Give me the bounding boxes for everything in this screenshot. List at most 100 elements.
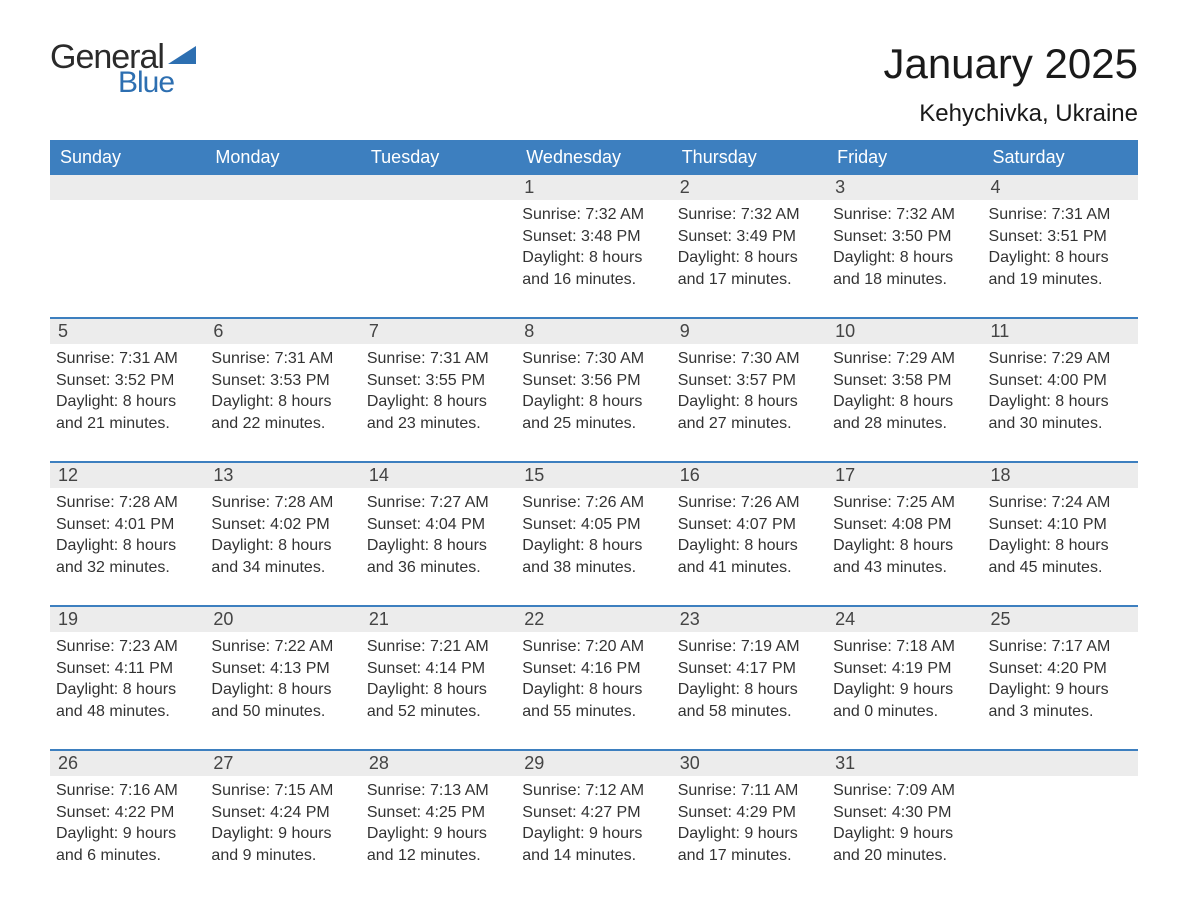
sunset-text: Sunset: 4:25 PM xyxy=(367,802,510,824)
day-details xyxy=(983,776,1138,788)
daylight-text-2: and 48 minutes. xyxy=(56,701,199,723)
calendar-day: 29Sunrise: 7:12 AMSunset: 4:27 PMDayligh… xyxy=(516,751,671,881)
sunrise-text: Sunrise: 7:23 AM xyxy=(56,636,199,658)
sunset-text: Sunset: 4:04 PM xyxy=(367,514,510,536)
day-details: Sunrise: 7:31 AMSunset: 3:55 PMDaylight:… xyxy=(361,344,516,442)
calendar-day: 18Sunrise: 7:24 AMSunset: 4:10 PMDayligh… xyxy=(983,463,1138,593)
daylight-text-1: Daylight: 8 hours xyxy=(678,535,821,557)
day-number: 30 xyxy=(672,751,827,776)
daylight-text-2: and 23 minutes. xyxy=(367,413,510,435)
sunset-text: Sunset: 3:48 PM xyxy=(522,226,665,248)
title-block: January 2025 Kehychivka, Ukraine xyxy=(883,40,1138,128)
daylight-text-2: and 55 minutes. xyxy=(522,701,665,723)
day-details: Sunrise: 7:32 AMSunset: 3:50 PMDaylight:… xyxy=(827,200,982,298)
dow-friday: Friday xyxy=(827,140,982,175)
day-details: Sunrise: 7:22 AMSunset: 4:13 PMDaylight:… xyxy=(205,632,360,730)
calendar-day: 17Sunrise: 7:25 AMSunset: 4:08 PMDayligh… xyxy=(827,463,982,593)
calendar-day: 14Sunrise: 7:27 AMSunset: 4:04 PMDayligh… xyxy=(361,463,516,593)
calendar-week: 5Sunrise: 7:31 AMSunset: 3:52 PMDaylight… xyxy=(50,317,1138,449)
day-details xyxy=(205,200,360,212)
sunrise-text: Sunrise: 7:30 AM xyxy=(522,348,665,370)
sunset-text: Sunset: 3:51 PM xyxy=(989,226,1132,248)
daylight-text-1: Daylight: 8 hours xyxy=(367,679,510,701)
calendar-day: 25Sunrise: 7:17 AMSunset: 4:20 PMDayligh… xyxy=(983,607,1138,737)
day-details: Sunrise: 7:09 AMSunset: 4:30 PMDaylight:… xyxy=(827,776,982,874)
calendar-day: 4Sunrise: 7:31 AMSunset: 3:51 PMDaylight… xyxy=(983,175,1138,305)
day-details: Sunrise: 7:17 AMSunset: 4:20 PMDaylight:… xyxy=(983,632,1138,730)
logo-text-blue: Blue xyxy=(118,68,174,98)
calendar-day: 5Sunrise: 7:31 AMSunset: 3:52 PMDaylight… xyxy=(50,319,205,449)
sunrise-text: Sunrise: 7:32 AM xyxy=(678,204,821,226)
daylight-text-1: Daylight: 8 hours xyxy=(989,391,1132,413)
sunset-text: Sunset: 4:13 PM xyxy=(211,658,354,680)
calendar-day: 30Sunrise: 7:11 AMSunset: 4:29 PMDayligh… xyxy=(672,751,827,881)
daylight-text-1: Daylight: 9 hours xyxy=(833,823,976,845)
day-details: Sunrise: 7:11 AMSunset: 4:29 PMDaylight:… xyxy=(672,776,827,874)
daylight-text-2: and 41 minutes. xyxy=(678,557,821,579)
day-details: Sunrise: 7:20 AMSunset: 4:16 PMDaylight:… xyxy=(516,632,671,730)
logo: General Blue xyxy=(50,40,200,98)
day-details: Sunrise: 7:29 AMSunset: 4:00 PMDaylight:… xyxy=(983,344,1138,442)
calendar-day: 24Sunrise: 7:18 AMSunset: 4:19 PMDayligh… xyxy=(827,607,982,737)
sunset-text: Sunset: 3:57 PM xyxy=(678,370,821,392)
sunset-text: Sunset: 4:02 PM xyxy=(211,514,354,536)
daylight-text-2: and 43 minutes. xyxy=(833,557,976,579)
daylight-text-1: Daylight: 8 hours xyxy=(678,679,821,701)
sunset-text: Sunset: 4:24 PM xyxy=(211,802,354,824)
day-number: 16 xyxy=(672,463,827,488)
day-number: 20 xyxy=(205,607,360,632)
daylight-text-1: Daylight: 8 hours xyxy=(211,679,354,701)
day-number: 28 xyxy=(361,751,516,776)
day-number: 18 xyxy=(983,463,1138,488)
daylight-text-1: Daylight: 8 hours xyxy=(522,535,665,557)
sunrise-text: Sunrise: 7:26 AM xyxy=(678,492,821,514)
sunrise-text: Sunrise: 7:27 AM xyxy=(367,492,510,514)
daylight-text-2: and 58 minutes. xyxy=(678,701,821,723)
day-details: Sunrise: 7:31 AMSunset: 3:52 PMDaylight:… xyxy=(50,344,205,442)
day-details: Sunrise: 7:29 AMSunset: 3:58 PMDaylight:… xyxy=(827,344,982,442)
sunrise-text: Sunrise: 7:28 AM xyxy=(211,492,354,514)
sunrise-text: Sunrise: 7:21 AM xyxy=(367,636,510,658)
day-details: Sunrise: 7:31 AMSunset: 3:51 PMDaylight:… xyxy=(983,200,1138,298)
sunrise-text: Sunrise: 7:29 AM xyxy=(989,348,1132,370)
daylight-text-1: Daylight: 8 hours xyxy=(833,391,976,413)
sunrise-text: Sunrise: 7:28 AM xyxy=(56,492,199,514)
day-details: Sunrise: 7:28 AMSunset: 4:02 PMDaylight:… xyxy=(205,488,360,586)
header: General Blue January 2025 Kehychivka, Uk… xyxy=(50,40,1138,128)
sunset-text: Sunset: 4:22 PM xyxy=(56,802,199,824)
sunset-text: Sunset: 4:29 PM xyxy=(678,802,821,824)
daylight-text-1: Daylight: 9 hours xyxy=(367,823,510,845)
sunrise-text: Sunrise: 7:17 AM xyxy=(989,636,1132,658)
day-number: 9 xyxy=(672,319,827,344)
sunrise-text: Sunrise: 7:29 AM xyxy=(833,348,976,370)
calendar-day: 1Sunrise: 7:32 AMSunset: 3:48 PMDaylight… xyxy=(516,175,671,305)
day-details: Sunrise: 7:15 AMSunset: 4:24 PMDaylight:… xyxy=(205,776,360,874)
day-details: Sunrise: 7:27 AMSunset: 4:04 PMDaylight:… xyxy=(361,488,516,586)
sunset-text: Sunset: 4:20 PM xyxy=(989,658,1132,680)
calendar-day: 8Sunrise: 7:30 AMSunset: 3:56 PMDaylight… xyxy=(516,319,671,449)
sunrise-text: Sunrise: 7:32 AM xyxy=(522,204,665,226)
calendar-day: . xyxy=(50,175,205,305)
daylight-text-1: Daylight: 8 hours xyxy=(367,391,510,413)
daylight-text-1: Daylight: 8 hours xyxy=(989,535,1132,557)
calendar-day: 10Sunrise: 7:29 AMSunset: 3:58 PMDayligh… xyxy=(827,319,982,449)
sunset-text: Sunset: 4:08 PM xyxy=(833,514,976,536)
sunset-text: Sunset: 3:56 PM xyxy=(522,370,665,392)
day-details: Sunrise: 7:13 AMSunset: 4:25 PMDaylight:… xyxy=(361,776,516,874)
dow-tuesday: Tuesday xyxy=(361,140,516,175)
sunrise-text: Sunrise: 7:11 AM xyxy=(678,780,821,802)
day-details: Sunrise: 7:23 AMSunset: 4:11 PMDaylight:… xyxy=(50,632,205,730)
day-number: 3 xyxy=(827,175,982,200)
daylight-text-1: Daylight: 9 hours xyxy=(678,823,821,845)
weeks-container: ...1Sunrise: 7:32 AMSunset: 3:48 PMDayli… xyxy=(50,175,1138,881)
calendar-day: . xyxy=(361,175,516,305)
sunrise-text: Sunrise: 7:15 AM xyxy=(211,780,354,802)
daylight-text-2: and 14 minutes. xyxy=(522,845,665,867)
sunset-text: Sunset: 3:50 PM xyxy=(833,226,976,248)
sunrise-text: Sunrise: 7:20 AM xyxy=(522,636,665,658)
calendar-day: 3Sunrise: 7:32 AMSunset: 3:50 PMDaylight… xyxy=(827,175,982,305)
daylight-text-1: Daylight: 8 hours xyxy=(833,247,976,269)
daylight-text-1: Daylight: 8 hours xyxy=(56,391,199,413)
sunrise-text: Sunrise: 7:31 AM xyxy=(211,348,354,370)
daylight-text-1: Daylight: 8 hours xyxy=(367,535,510,557)
